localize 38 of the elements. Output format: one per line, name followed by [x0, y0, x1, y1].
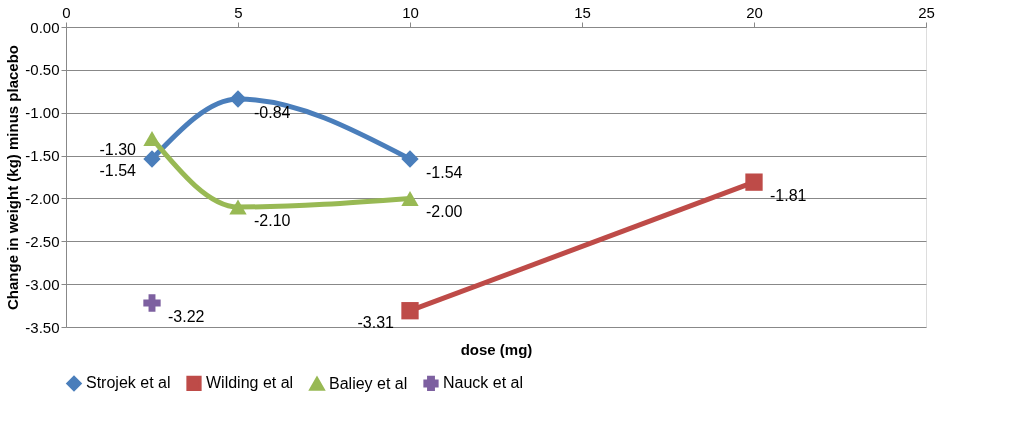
x-tick-label: 0	[62, 3, 71, 21]
y-tick-label: -1.50	[25, 147, 60, 165]
x-tick-label: 5	[234, 3, 243, 21]
data-label: -1.30	[99, 141, 137, 159]
y-tick-label: -2.50	[25, 232, 60, 250]
y-tick-label: -0.50	[25, 61, 60, 79]
data-label: -1.54	[426, 164, 463, 181]
data-label: -2.00	[426, 203, 463, 221]
point	[143, 130, 161, 146]
data-label: -2.10	[254, 212, 291, 229]
x-tick-label: 10	[402, 3, 419, 21]
legend-label: Nauck et al	[443, 374, 524, 392]
legend-label: Wilding et al	[206, 374, 294, 392]
y-tick-label: -1.00	[25, 104, 60, 122]
point	[401, 150, 419, 168]
point	[401, 190, 419, 206]
y-tick-label: 0.00	[30, 18, 60, 36]
x-tick-label: 20	[746, 3, 763, 21]
point	[143, 294, 161, 312]
point	[229, 199, 247, 215]
point	[401, 302, 419, 320]
y-tick-label: -3.50	[25, 318, 60, 336]
legend-label: Strojek et al	[86, 374, 171, 392]
point	[745, 173, 763, 191]
y-tick-label: -2.00	[25, 189, 60, 207]
x-tick-label: 15	[574, 3, 591, 21]
legend-label: Baliey et al	[329, 374, 408, 392]
data-label: -3.31	[357, 313, 395, 331]
point	[229, 90, 247, 108]
y-tick-label: -3.00	[25, 275, 60, 293]
y-axis-title: Change in weight (kg) minus placebo	[4, 44, 22, 311]
x-axis-title: dose (mg)	[460, 340, 533, 358]
data-label: -3.22	[168, 308, 205, 325]
point	[143, 150, 161, 168]
data-label: -1.54	[99, 162, 137, 179]
data-label: -0.84	[254, 104, 291, 121]
x-tick-label: 25	[918, 3, 935, 21]
data-label: -1.81	[770, 187, 807, 205]
